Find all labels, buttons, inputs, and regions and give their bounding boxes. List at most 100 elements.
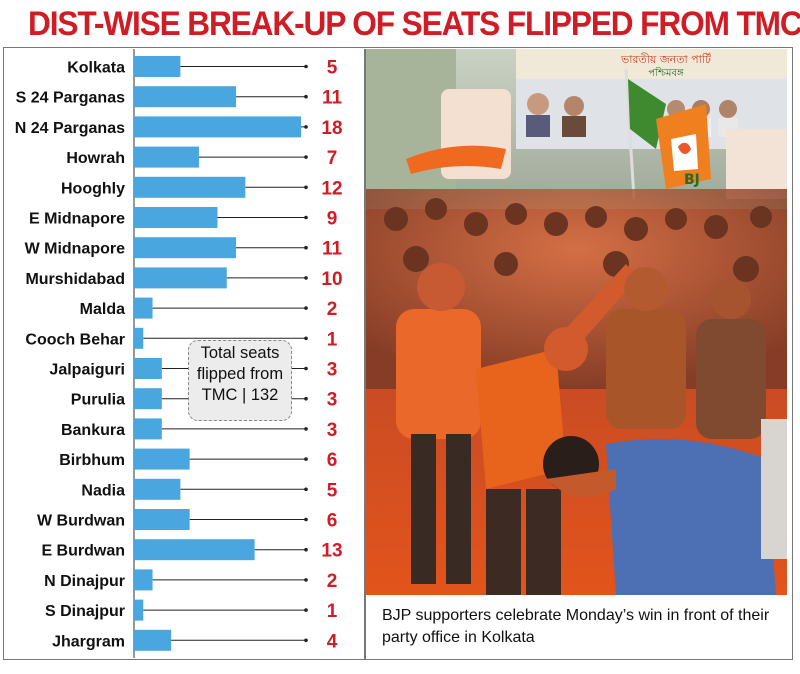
category-label: N 24 Parganas xyxy=(15,120,125,137)
category-label: Nadia xyxy=(81,482,125,499)
celebration-photo: ভারতীয় জনতা পার্টি পশ্চিমবঙ্গ BJ xyxy=(366,49,787,595)
bar xyxy=(134,539,255,561)
bar xyxy=(134,509,190,530)
value-label: 6 xyxy=(327,511,338,532)
bar xyxy=(134,448,190,470)
value-label: 5 xyxy=(327,480,338,501)
bjp-flags: BJ xyxy=(406,68,711,200)
value-label: 3 xyxy=(327,420,338,441)
leader-dot xyxy=(304,396,308,401)
bar xyxy=(134,207,218,228)
value-label: 3 xyxy=(327,360,338,381)
category-label: W Midnapore xyxy=(25,241,126,258)
leader-dot xyxy=(304,366,308,371)
dancer-center xyxy=(476,264,638,595)
bystander xyxy=(761,419,787,559)
category-label: W Burdwan xyxy=(37,513,125,530)
photo-illustration: ভারতীয় জনতা পার্টি পশ্চিমবঙ্গ BJ xyxy=(366,49,787,595)
category-label: Murshidabad xyxy=(25,271,125,288)
panel-divider xyxy=(364,49,366,659)
total-box-line-2: flipped from xyxy=(196,365,284,383)
value-label: 6 xyxy=(327,450,338,471)
category-label: Cooch Behar xyxy=(25,331,125,348)
bar xyxy=(134,237,237,259)
bar xyxy=(134,599,144,621)
leader-dot xyxy=(304,427,308,431)
value-label: 13 xyxy=(321,541,342,562)
bar xyxy=(134,358,162,379)
leader-dot xyxy=(304,517,308,522)
bar xyxy=(134,388,162,410)
leader-dot xyxy=(304,185,308,190)
value-label: 2 xyxy=(327,571,338,592)
leader-dot xyxy=(304,487,308,492)
bar xyxy=(134,267,227,289)
category-label: S 24 Parganas xyxy=(16,90,126,107)
leader-dot xyxy=(304,276,308,280)
category-label: Bankura xyxy=(61,422,125,439)
page-title: DIST-WISE BREAK-UP OF SEATS FLIPPED FROM… xyxy=(28,5,800,43)
infographic-frame xyxy=(3,47,793,660)
category-label: Hooghly xyxy=(61,180,125,197)
value-label: 12 xyxy=(321,178,342,199)
value-label: 1 xyxy=(327,329,338,350)
dancer-left xyxy=(396,263,481,584)
value-label: 11 xyxy=(322,88,343,109)
leader-dot xyxy=(304,215,308,220)
bar xyxy=(134,629,172,651)
value-label: 4 xyxy=(327,631,338,652)
value-label: 3 xyxy=(327,390,338,411)
leader-dot xyxy=(304,608,308,612)
leader-dot xyxy=(304,336,308,341)
bar xyxy=(134,569,153,591)
value-label: 5 xyxy=(327,58,338,79)
total-box-line-1: Total seats xyxy=(200,344,280,362)
bar xyxy=(134,418,162,440)
leader-dot xyxy=(304,638,308,643)
leader-dot xyxy=(304,457,308,461)
category-label: S Dinajpur xyxy=(45,603,125,620)
leader-dot xyxy=(304,306,308,310)
total-box-line-3: TMC | 132 xyxy=(201,386,279,404)
side-poster xyxy=(726,129,787,199)
category-label: Jalpaiguri xyxy=(49,362,125,379)
photo-caption: BJP supporters celebrate Monday’s win in… xyxy=(382,607,770,646)
total-seats-box: Total seats flipped from TMC | 132 xyxy=(188,340,292,421)
bar-chart: Kolkata 5S 24 Parganas 11N 24 Parganas 18Ho… xyxy=(15,49,343,658)
category-label: Kolkata xyxy=(67,60,125,77)
party-banner xyxy=(516,49,787,79)
category-label: Purulia xyxy=(71,392,125,409)
category-label: Malda xyxy=(80,301,125,318)
value-label: 18 xyxy=(321,118,342,139)
value-label: 11 xyxy=(322,239,343,260)
bar xyxy=(134,297,153,319)
crowd-heads xyxy=(384,198,772,282)
leader-dot xyxy=(304,547,308,552)
bar xyxy=(134,478,181,500)
value-label: 1 xyxy=(327,601,338,622)
category-label: E Midnapore xyxy=(29,211,125,228)
dancer-right xyxy=(606,267,766,439)
bar xyxy=(134,176,246,198)
leader-dot xyxy=(304,245,308,250)
category-label: E Burdwan xyxy=(41,543,125,560)
category-label: N Dinajpur xyxy=(44,573,125,590)
leader-dot xyxy=(304,94,308,99)
leader-dot xyxy=(304,64,308,69)
leader-dot xyxy=(304,125,308,129)
bar xyxy=(134,327,144,349)
banner-text-1: ভারতীয় জনতা পার্টি xyxy=(620,53,712,66)
banner-text-2: পশ্চিমবঙ্গ xyxy=(648,67,684,79)
value-label: 7 xyxy=(327,148,338,169)
leader-dot xyxy=(304,578,308,582)
bar xyxy=(134,56,181,77)
category-label: Howrah xyxy=(66,150,125,167)
bar xyxy=(134,146,199,168)
flag-text: BJ xyxy=(684,172,700,188)
value-label: 10 xyxy=(321,269,342,290)
leader-dot xyxy=(304,155,308,159)
bar xyxy=(134,116,301,138)
value-label: 2 xyxy=(327,299,338,320)
category-label: Birbhum xyxy=(59,452,125,469)
man-blue-shirt xyxy=(543,436,776,595)
